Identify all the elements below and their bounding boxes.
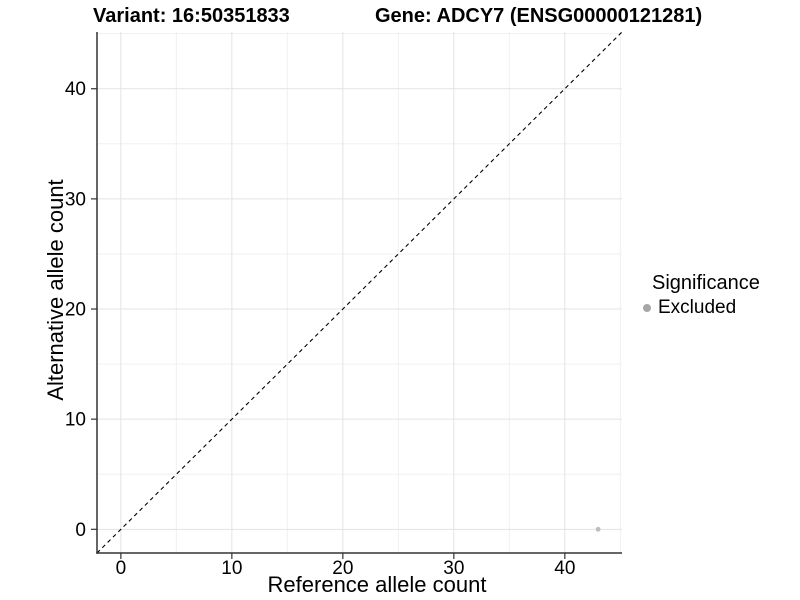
- y-tick-label: 40: [65, 79, 86, 100]
- y-tick-label: 30: [65, 189, 86, 210]
- x-axis-title: Reference allele count: [267, 572, 487, 597]
- x-tick-label: 30: [443, 558, 464, 579]
- x-tick-label: 10: [221, 558, 242, 579]
- y-axis-title: Alternative allele count: [42, 179, 68, 401]
- legend-title: Significance: [652, 272, 760, 294]
- x-tick-label: 0: [116, 558, 127, 579]
- y-tick-label: 20: [65, 300, 86, 321]
- x-tick-label: 20: [332, 558, 353, 579]
- legend-key-circle-icon: [643, 304, 651, 313]
- legend: Significance Excluded: [643, 271, 760, 319]
- y-tick-label: 10: [65, 410, 86, 431]
- plot-title-gene: Gene: ADCY7 (ENSG00000121281): [375, 5, 703, 27]
- legend-item-excluded: Excluded: [643, 297, 760, 319]
- identity-line: [96, 31, 623, 554]
- data-point-excluded: [595, 526, 601, 532]
- x-tick-label: 40: [554, 558, 575, 579]
- legend-item-label: Excluded: [658, 297, 737, 318]
- plot-title-variant: Variant: 16:50351833: [93, 5, 290, 27]
- y-tick-label: 0: [75, 520, 86, 541]
